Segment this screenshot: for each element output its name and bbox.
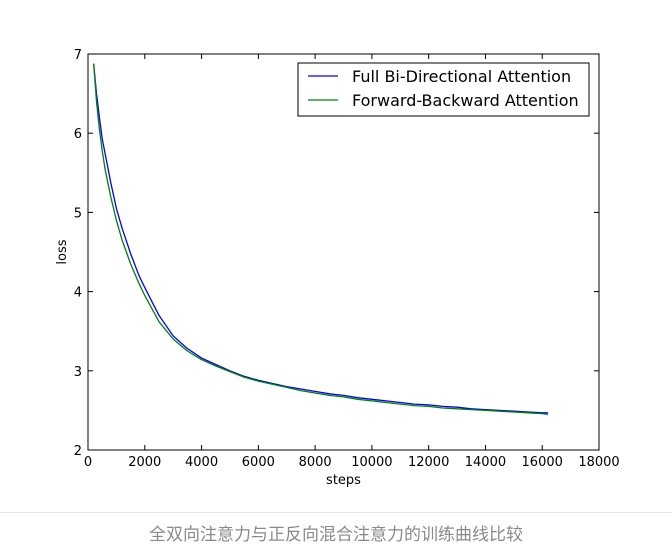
legend: Full Bi-Directional Attention Forward-Ba… xyxy=(297,62,590,117)
y-tick-label: 6 xyxy=(74,127,82,142)
x-tick-label: 4000 xyxy=(185,455,218,470)
x-tick-label: 6000 xyxy=(242,455,275,470)
x-axis-label: steps xyxy=(326,473,361,488)
x-axis-ticks: 0 2000 4000 6000 8000 10000 12000 14000 16000 180… xyxy=(84,54,620,470)
series-line-forward-backward xyxy=(93,63,548,416)
plot-frame xyxy=(87,53,600,451)
series-layer xyxy=(93,63,548,416)
x-tick-label: 8000 xyxy=(299,455,332,470)
x-tick-label: 12000 xyxy=(408,455,449,470)
y-tick-label: 7 xyxy=(74,48,82,63)
legend-label-full-bidirectional: Full Bi-Directional Attention xyxy=(352,67,571,86)
y-tick-label: 2 xyxy=(74,444,82,459)
legend-label-forward-backward: Forward-Backward Attention xyxy=(352,91,579,110)
y-axis-ticks: 2 3 4 5 6 7 xyxy=(74,48,599,459)
loss-chart: 0 2000 4000 6000 8000 10000 12000 14000 16000 180… xyxy=(55,48,620,488)
caption-bar: 全双向注意力与正反向混合注意力的训练曲线比较 xyxy=(0,512,672,552)
y-axis-label: loss xyxy=(55,239,70,264)
x-tick-label: 14000 xyxy=(465,455,506,470)
series-line-full-bidirectional xyxy=(93,64,548,414)
y-tick-label: 4 xyxy=(74,286,82,301)
figure-caption: 全双向注意力与正反向混合注意力的训练曲线比较 xyxy=(149,525,523,545)
x-tick-label: 16000 xyxy=(522,455,563,470)
x-tick-label: 0 xyxy=(84,455,92,470)
y-tick-label: 5 xyxy=(74,206,82,221)
legend-box xyxy=(297,62,590,117)
x-tick-label: 10000 xyxy=(351,455,392,470)
x-tick-label: 2000 xyxy=(128,455,161,470)
y-tick-label: 3 xyxy=(74,365,82,380)
x-tick-label: 18000 xyxy=(578,455,619,470)
